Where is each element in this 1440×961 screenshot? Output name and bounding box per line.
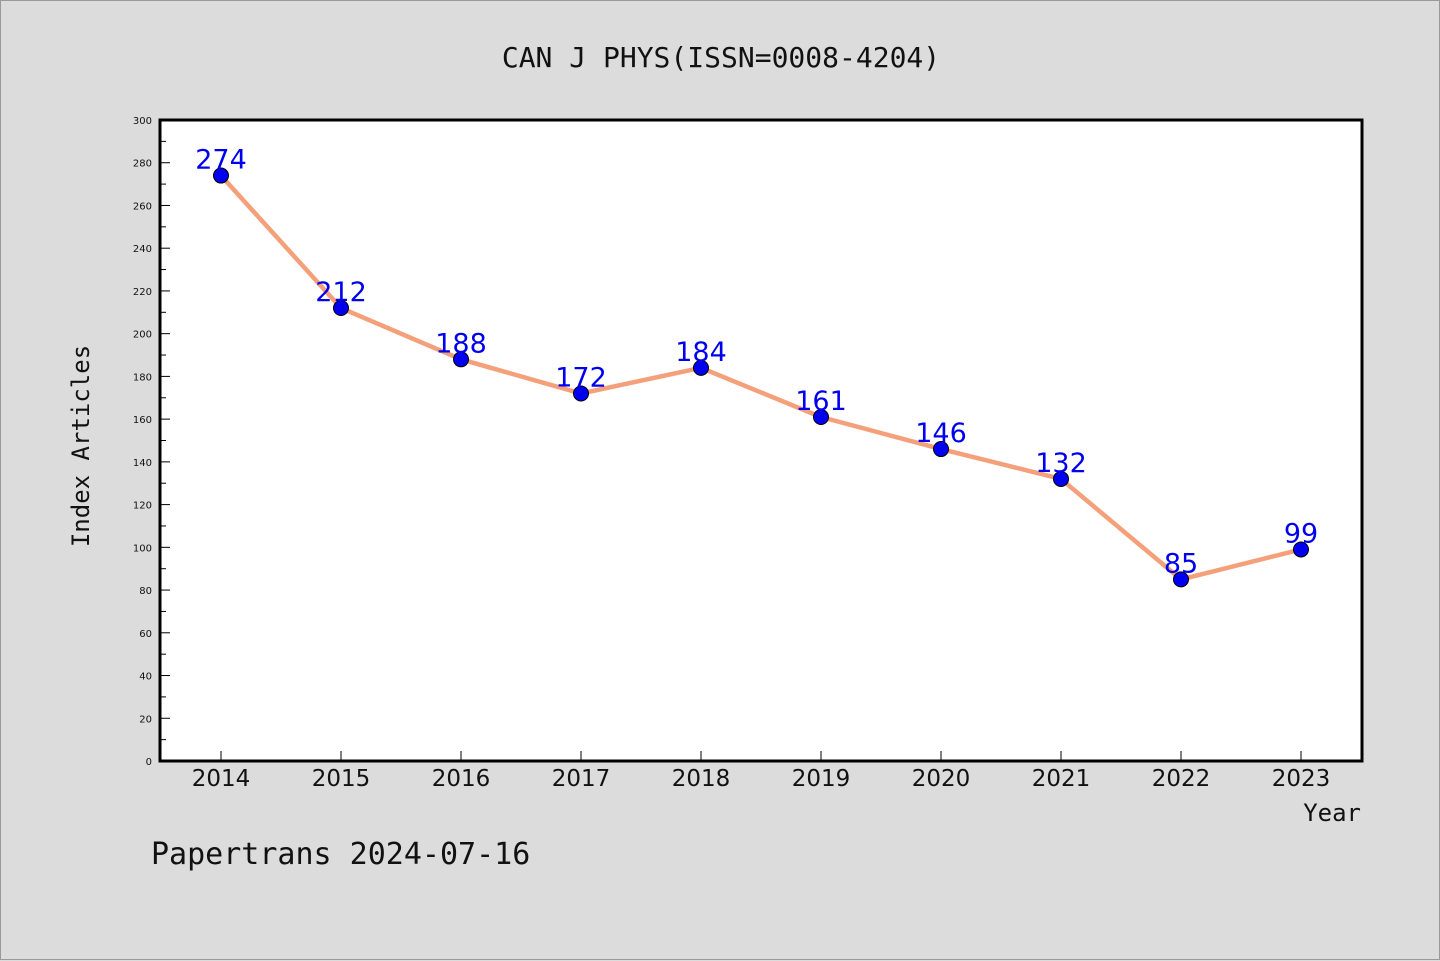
x-tick-label: 2021 [1032,766,1091,792]
x-tick-label: 2014 [192,766,251,792]
footer-credit: Papertrans 2024-07-16 [151,837,530,872]
data-label: 172 [555,362,607,393]
y-tick-label: 140 [133,458,152,469]
data-label: 161 [795,386,847,417]
y-tick-label: 200 [133,330,152,341]
data-point [333,300,349,317]
x-tick-label: 2018 [672,766,731,792]
data-label-group: 274 212 188 172 184 161 146 132 85 99 [195,145,1318,580]
x-axis-label: Year [1303,799,1361,827]
data-label: 184 [675,337,727,368]
x-tick-label: 2016 [432,766,491,792]
data-label: 212 [315,277,367,308]
y-tick-label: 40 [139,672,152,683]
data-label: 274 [195,145,247,176]
data-point [1173,571,1189,588]
x-tick-label: 2015 [312,766,371,792]
y-tick-label: 180 [133,372,152,383]
data-label: 132 [1035,448,1087,479]
series-line [219,174,1302,582]
y-tick-label: 0 [146,757,152,768]
x-tick-label: 2017 [552,766,611,792]
y-tick-label: 220 [133,287,152,298]
data-point [1053,470,1069,487]
y-tick-label: 240 [133,244,152,255]
x-tick-label: 2023 [1272,766,1331,792]
data-point [693,359,709,376]
data-label: 85 [1164,548,1198,579]
data-point [213,167,229,184]
x-tick-label: 2022 [1152,766,1211,792]
y-tick-label: 20 [139,714,152,725]
y-tick-label: 120 [133,501,152,512]
y-tick-label: 60 [139,629,152,640]
data-point [813,408,829,425]
x-axis: 2014 2015 2016 2017 2018 2019 2020 2021 2022 2023 [192,751,1331,792]
data-point [933,441,949,458]
x-tick-label: 2019 [792,766,851,792]
x-tick-label: 2020 [912,766,971,792]
y-tick-label: 160 [133,415,152,426]
data-point [1293,541,1309,558]
plot-area [158,118,1364,763]
y-tick-label: 80 [139,586,152,597]
y-tick-label: 300 [133,116,152,127]
y-tick-label: 100 [133,543,152,554]
data-label: 188 [435,328,487,359]
chart-title: CAN J PHYS(ISSN=0008-4204) [502,41,940,74]
data-point [573,385,589,402]
data-label: 146 [915,418,967,449]
data-label: 99 [1284,518,1318,549]
series-line-group [219,174,1302,582]
y-tick-label: 280 [133,159,152,170]
data-point [453,351,469,368]
marker-group [213,167,1309,588]
y-tick-label: 260 [133,201,152,212]
y-axis-label: Index Articles [67,345,95,547]
y-axis: 0 20 40 60 80 100 120 140 160 180 200 220 240 260 280 3… [133,116,170,768]
